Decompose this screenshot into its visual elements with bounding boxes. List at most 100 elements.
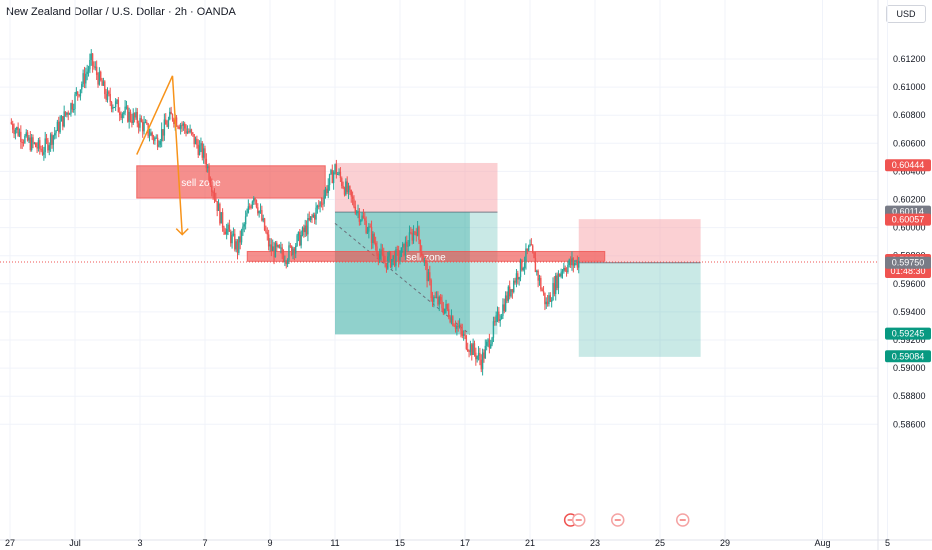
candle-body xyxy=(429,272,431,281)
candle-body xyxy=(564,267,566,271)
candle-body xyxy=(419,239,422,252)
candle-body xyxy=(315,207,317,220)
y-tick-label: 0.58800 xyxy=(893,391,926,401)
candle-body xyxy=(196,138,198,145)
candle-body xyxy=(47,140,49,151)
price-tags: 0.604440.601140.600570.5975501:48:300.59… xyxy=(885,159,931,363)
y-tick-label: 0.60000 xyxy=(893,223,926,233)
candle-body xyxy=(442,308,445,314)
candle-body xyxy=(392,255,394,260)
candle-body xyxy=(143,122,145,132)
candle-body xyxy=(384,262,386,264)
candle-body xyxy=(30,137,33,151)
candle-body xyxy=(28,137,30,141)
candle-body xyxy=(370,227,373,244)
y-tick-label: 0.58600 xyxy=(893,419,926,429)
candle-body xyxy=(36,147,38,149)
candle-body xyxy=(536,270,538,273)
price-tag-countdown: 01:48:30 xyxy=(890,266,925,276)
candle-body xyxy=(128,111,130,122)
candle-body xyxy=(228,224,231,232)
candle-body xyxy=(322,203,324,205)
candle-body xyxy=(273,246,275,258)
candle-body xyxy=(230,231,232,244)
candle-body xyxy=(480,359,482,370)
candle-body xyxy=(198,145,201,155)
candle-body xyxy=(120,115,122,118)
candle-body xyxy=(559,273,561,277)
candle-body xyxy=(163,119,166,136)
x-tick-label: 27 xyxy=(5,538,15,548)
arrow-head xyxy=(175,228,189,236)
candle-body xyxy=(456,325,458,329)
candle-body xyxy=(330,170,332,174)
x-tick-label: 7 xyxy=(202,538,207,548)
candle-body xyxy=(215,198,217,202)
candle-body xyxy=(67,112,69,115)
candle-body xyxy=(538,277,541,281)
candle-body xyxy=(297,231,300,236)
candle-body xyxy=(188,131,190,133)
candle-body xyxy=(285,261,287,265)
candle-body xyxy=(106,91,109,100)
candle-body xyxy=(380,249,382,255)
candle-body xyxy=(464,334,466,336)
price-tag xyxy=(885,256,931,269)
candle-body xyxy=(316,205,319,208)
candle-body xyxy=(522,268,524,271)
candle-body xyxy=(166,124,168,127)
candle-body xyxy=(178,126,180,129)
candle-body xyxy=(261,210,263,221)
candle-body xyxy=(548,295,550,305)
candle-body xyxy=(381,249,384,255)
candle-body xyxy=(369,226,371,228)
candle-body xyxy=(253,198,255,202)
candle-body xyxy=(281,247,283,255)
candle-body xyxy=(272,246,274,252)
candle-body xyxy=(561,270,564,273)
candle-body xyxy=(90,53,92,61)
candle-body xyxy=(445,304,447,309)
candle-body xyxy=(364,218,366,221)
candle-body xyxy=(148,135,151,137)
candle-body xyxy=(350,189,352,197)
candle-body xyxy=(55,130,57,134)
candle-body xyxy=(139,118,141,128)
candle-body xyxy=(10,122,13,124)
candle-body xyxy=(353,198,355,207)
y-tick-label: 0.60400 xyxy=(893,166,926,176)
candle-body xyxy=(247,206,250,213)
candle-body xyxy=(499,319,501,321)
candle-body xyxy=(234,233,236,250)
candle-body xyxy=(13,129,15,134)
candle-body xyxy=(238,236,240,253)
candle-body xyxy=(541,289,543,292)
price-tag-label: 0.60114 xyxy=(892,207,924,217)
x-tick-label: 5 xyxy=(885,538,890,548)
candle-body xyxy=(557,273,560,288)
candle-body xyxy=(77,91,79,95)
candle-body xyxy=(108,91,110,94)
candle-body xyxy=(549,295,552,302)
candle-body xyxy=(257,207,259,214)
candle-body xyxy=(423,259,426,261)
candle-body xyxy=(552,283,554,301)
candle-body xyxy=(220,212,222,224)
candle-body xyxy=(48,145,50,151)
candle-body xyxy=(131,120,133,124)
candle-body xyxy=(282,254,285,262)
candle-body xyxy=(530,244,533,246)
candle-body xyxy=(197,144,199,155)
currency-button[interactable]: USD xyxy=(886,5,926,23)
candle-body xyxy=(411,232,413,241)
candle-body xyxy=(254,198,256,200)
candle-body xyxy=(477,352,480,357)
candle-body xyxy=(571,258,573,266)
y-tick-label: 0.60600 xyxy=(893,138,926,148)
candle-body xyxy=(156,137,159,147)
candle-body xyxy=(342,185,344,189)
candle-body xyxy=(82,73,84,85)
candle-body xyxy=(518,277,520,280)
candle-body xyxy=(556,275,558,288)
